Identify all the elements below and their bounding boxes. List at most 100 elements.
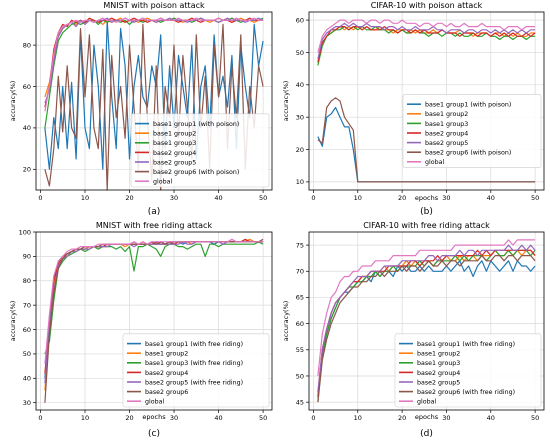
legend-entry: base2 group5 [417, 379, 460, 386]
series-lines [44, 17, 264, 191]
y-axis-label: accuracy(%) [9, 81, 17, 122]
x-tick-label: 40 [487, 414, 495, 422]
legend-entry: base2 group4 [153, 150, 196, 157]
legend-entry: global [417, 399, 436, 406]
y-tick-label: 70 [23, 301, 31, 309]
y-axis-label: accuracy(%) [9, 301, 17, 342]
legend-entry: base2 group4 [425, 130, 468, 137]
panel-caption: (a) [148, 207, 161, 217]
panel-caption: (d) [420, 429, 433, 439]
y-tick-label: 45 [296, 398, 304, 406]
x-tick-label: 40 [214, 194, 222, 202]
x-tick-label: 10 [81, 194, 89, 202]
x-tick-label: 30 [442, 194, 450, 202]
y-tick-label: 60 [296, 320, 304, 328]
x-tick-label: 30 [442, 414, 450, 422]
plot-frame [308, 11, 545, 191]
x-tick-label: 40 [214, 414, 222, 422]
legend-entry: base1 group3 (with free riding) [145, 360, 243, 367]
legend-entry: global [145, 399, 164, 406]
legend-entry: base2 group4 [145, 370, 188, 377]
legend: base1 group1 (with free riding) base1 gro… [122, 333, 270, 408]
series-line-6 [317, 97, 536, 183]
series-line-5 [317, 22, 536, 60]
x-tick-label: 10 [81, 414, 89, 422]
legend-entry: base2 group5 [425, 140, 468, 147]
legend-entry: base2 group6 (with poison) [425, 150, 511, 157]
y-tick-label: 70 [296, 268, 304, 276]
legend-box [122, 333, 270, 408]
legend-entry: base2 group6 (with free riding) [417, 389, 515, 396]
x-tick-label: 50 [259, 194, 267, 202]
y-axis-label: accuracy(%) [282, 301, 290, 342]
legend-box [394, 333, 542, 408]
x-tick-label: 0 [311, 194, 315, 202]
x-tick-label: 50 [259, 414, 267, 422]
series-line-7 [317, 19, 536, 53]
plot-frame [35, 231, 273, 411]
x-tick-label: 50 [531, 194, 539, 202]
chart-panel-2: 0 10 20 30 40 50 10 20 30 40 50 60 CIFAR-10 with poi… [282, 1, 545, 217]
y-tick-label: 50 [296, 49, 304, 57]
x-tick-label: 20 [398, 414, 406, 422]
chart-panel-4: 0 10 20 30 40 50 45 50 55 60 65 70 75 CIFAR-10 with f… [282, 221, 545, 439]
plot-frame [35, 11, 273, 191]
legend-entry: base1 group1 (with free riding) [417, 341, 515, 348]
y-tick-label: 30 [23, 399, 31, 407]
y-tick-label: 60 [296, 16, 304, 24]
y-tick-label: 40 [23, 124, 31, 132]
chart-panel-1: 0 10 20 30 40 50 20 40 60 80 MNIST with poison att… [9, 1, 273, 217]
series-line-7 [317, 239, 536, 377]
y-tick-label: 50 [23, 350, 31, 358]
legend: base1 group1 (with poison) base1 group2 ba… [402, 94, 542, 168]
legend-entry: base1 group2 [417, 351, 460, 358]
legend-entry: base1 group2 [145, 351, 188, 358]
legend-entry: base1 group1 (with poison) [153, 121, 239, 128]
x-tick-label: 40 [487, 194, 495, 202]
legend-entry: base2 group6 (with poison) [153, 169, 239, 176]
y-tick-label: 65 [296, 294, 304, 302]
x-tick-label: 20 [398, 194, 406, 202]
y-tick-label: 75 [296, 241, 304, 249]
series-line-6 [317, 255, 536, 403]
x-tick-label: 30 [170, 194, 178, 202]
y-tick-label: 55 [296, 346, 304, 354]
legend-entry: base2 group4 [417, 370, 460, 377]
legend-entry: base2 group5 (with free riding) [145, 379, 243, 386]
x-tick-label: 0 [311, 414, 315, 422]
legend-entry: global [153, 179, 172, 186]
series-lines [317, 19, 536, 183]
y-axis-label: accuracy(%) [282, 81, 290, 122]
legend-entry: base1 group3 [153, 140, 196, 147]
series-line-7 [44, 238, 264, 364]
x-tick-label: 0 [38, 194, 42, 202]
y-tick-label: 50 [296, 372, 304, 380]
y-tick-label: 100 [19, 228, 31, 236]
series-lines [44, 238, 264, 403]
y-tick-label: 20 [296, 146, 304, 154]
chart-title: CIFAR-10 with poison attack [371, 1, 483, 10]
y-tick-label: 30 [296, 113, 304, 121]
series-line-1 [44, 19, 264, 170]
legend-entry: base2 group5 [153, 159, 196, 166]
x-axis-label: epochs [415, 194, 439, 202]
y-tick-label: 80 [23, 41, 31, 49]
y-tick-label: 80 [23, 277, 31, 285]
legend-entry: global [425, 159, 444, 166]
series-line-4 [317, 26, 536, 63]
legend-entry: base1 group2 [425, 111, 468, 118]
legend: base1 group1 (with free riding) base1 gro… [394, 333, 542, 408]
chart-title: CIFAR-10 with free riding attack [363, 221, 490, 230]
y-tick-label: 40 [23, 375, 31, 383]
x-axis-label: epochs [142, 413, 166, 421]
legend-entry: base1 group2 [153, 131, 196, 138]
x-tick-label: 10 [354, 194, 362, 202]
panel-caption: (c) [148, 429, 160, 439]
x-axis-label: epochs [415, 413, 439, 421]
series-line-5 [317, 244, 536, 392]
x-tick-label: 0 [38, 414, 42, 422]
y-tick-label: 40 [296, 81, 304, 89]
legend-entry: base2 group6 [145, 389, 188, 396]
y-tick-label: 10 [296, 178, 304, 186]
